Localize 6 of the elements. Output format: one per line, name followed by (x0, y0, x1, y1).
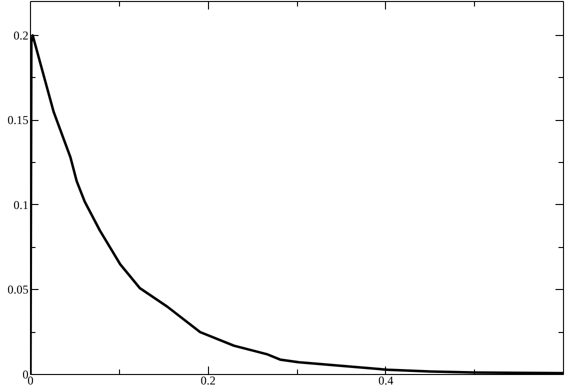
y-tick-label: 0.15 (8, 113, 28, 128)
y-tick-label: 0.2 (14, 28, 28, 42)
y-tick-label: 0.1 (14, 198, 28, 212)
x-tick-label: 0.2 (200, 374, 216, 388)
x-tick-label: 0.4 (378, 374, 394, 388)
y-tick-label: 0.05 (8, 282, 28, 297)
